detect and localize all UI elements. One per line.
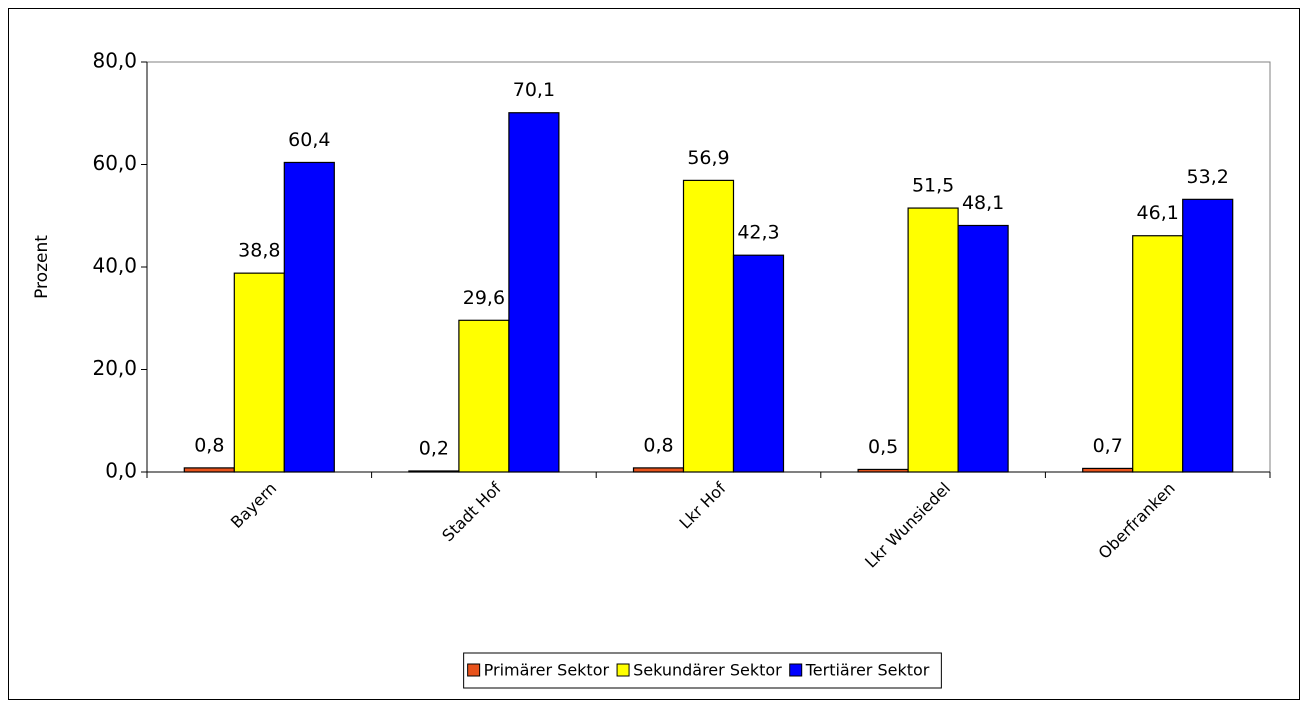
legend: Primärer Sektor Sekundärer Sektor Tertiäre…: [463, 652, 942, 689]
data-label: 29,6: [463, 287, 505, 309]
bar: [732, 254, 785, 473]
legend-swatch: [616, 663, 630, 677]
y-tick-label: 0,0: [105, 459, 137, 483]
data-label: 0,8: [643, 434, 673, 456]
bar: [1132, 235, 1184, 473]
bar: [632, 467, 685, 473]
data-label: 0,8: [194, 434, 224, 456]
data-label: 0,2: [419, 437, 449, 459]
legend-label: Primärer Sektor: [484, 661, 610, 680]
y-tick-label: 80,0: [92, 49, 137, 73]
legend-box: [463, 652, 942, 689]
data-label: 42,3: [737, 222, 779, 244]
legend-label: Tertiärer Sektor: [805, 661, 930, 680]
bar: [508, 112, 560, 473]
bar: [233, 272, 285, 473]
legend-swatch: [467, 663, 481, 677]
bar: [183, 467, 235, 473]
data-label: 56,9: [687, 147, 729, 169]
data-label: 60,4: [288, 129, 330, 151]
bar: [957, 224, 1009, 473]
bar: [283, 161, 335, 473]
data-label: 70,1: [513, 79, 555, 101]
bar: [907, 207, 959, 473]
bar: [1082, 467, 1134, 473]
y-tick-label: 20,0: [92, 356, 137, 380]
legend-label: Sekundärer Sektor: [633, 661, 782, 680]
y-tick-label: 60,0: [92, 151, 137, 175]
data-label: 51,5: [912, 175, 954, 197]
y-axis-title: Prozent: [32, 235, 52, 299]
data-label: 53,2: [1187, 166, 1229, 188]
data-label: 48,1: [962, 192, 1004, 214]
legend-swatch: [789, 663, 803, 677]
bar: [458, 319, 510, 473]
data-label: 38,8: [238, 240, 280, 262]
y-tick-label: 40,0: [92, 254, 137, 278]
data-label: 46,1: [1137, 202, 1179, 224]
data-label: 0,7: [1093, 435, 1123, 457]
bar: [682, 179, 735, 473]
chart-frame: [8, 8, 1300, 700]
data-label: 0,5: [868, 436, 898, 458]
bar: [1182, 198, 1234, 473]
